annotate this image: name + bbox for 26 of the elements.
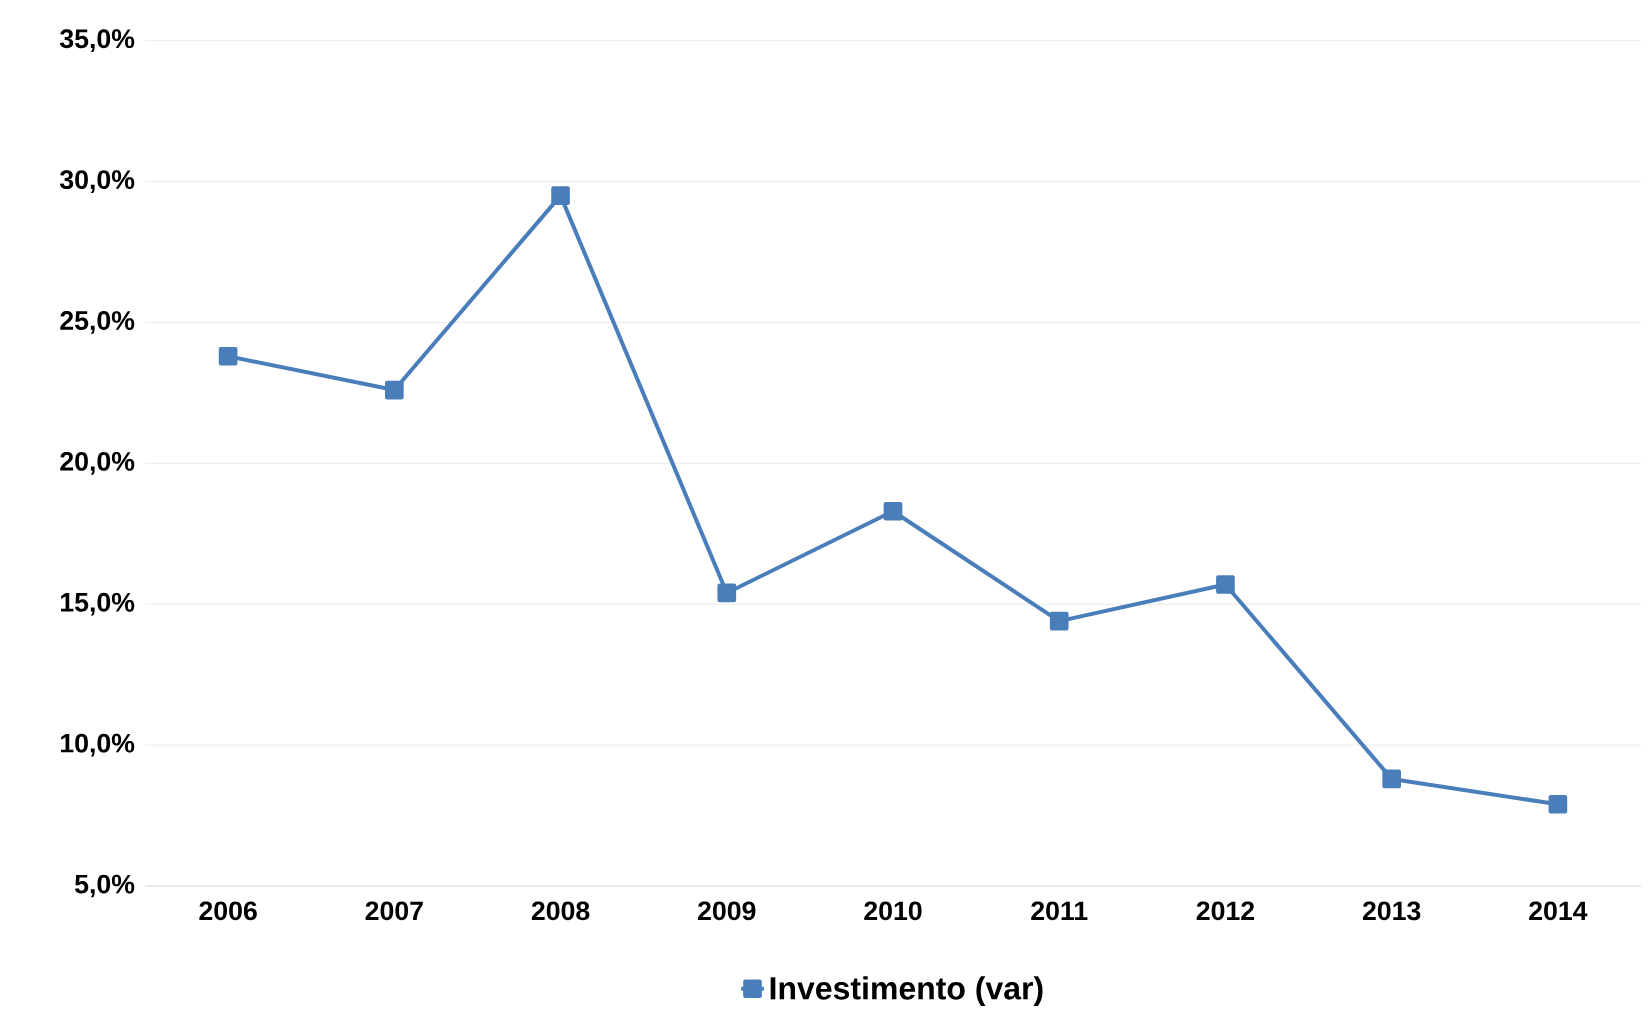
- y-tick-label: 20,0%: [60, 451, 135, 475]
- x-tick-label: 2013: [1362, 901, 1421, 921]
- point: [717, 583, 737, 603]
- legend-label: Investimento (var): [770, 976, 1043, 1006]
- y-tick-label: 35,0%: [59, 29, 135, 53]
- x-tick-label: 2008: [531, 901, 590, 921]
- point: [1548, 794, 1568, 814]
- y-tick-label: 5,0%: [74, 874, 135, 898]
- point: [1049, 611, 1069, 631]
- point: [385, 380, 404, 400]
- x-tick-label: 2012: [1196, 901, 1255, 921]
- x-tick-label: 2007: [365, 901, 423, 921]
- x-tick-label: 2010: [864, 901, 922, 921]
- x-tick-label: 2014: [1529, 901, 1588, 921]
- point: [551, 186, 570, 205]
- x-tick-label: 2006: [199, 901, 257, 921]
- y-tick-label: 25,0%: [60, 311, 135, 334]
- point: [218, 346, 238, 366]
- x-tick-label: 2011: [1031, 901, 1088, 921]
- point: [883, 501, 903, 521]
- y-tick-label: 30,0%: [59, 170, 135, 193]
- x-tick-label: 2009: [698, 901, 756, 921]
- point: [1382, 769, 1401, 789]
- point: [1216, 575, 1235, 594]
- y-tick-label: 15,0%: [61, 592, 135, 616]
- y-tick-label: 10,0%: [61, 733, 135, 757]
